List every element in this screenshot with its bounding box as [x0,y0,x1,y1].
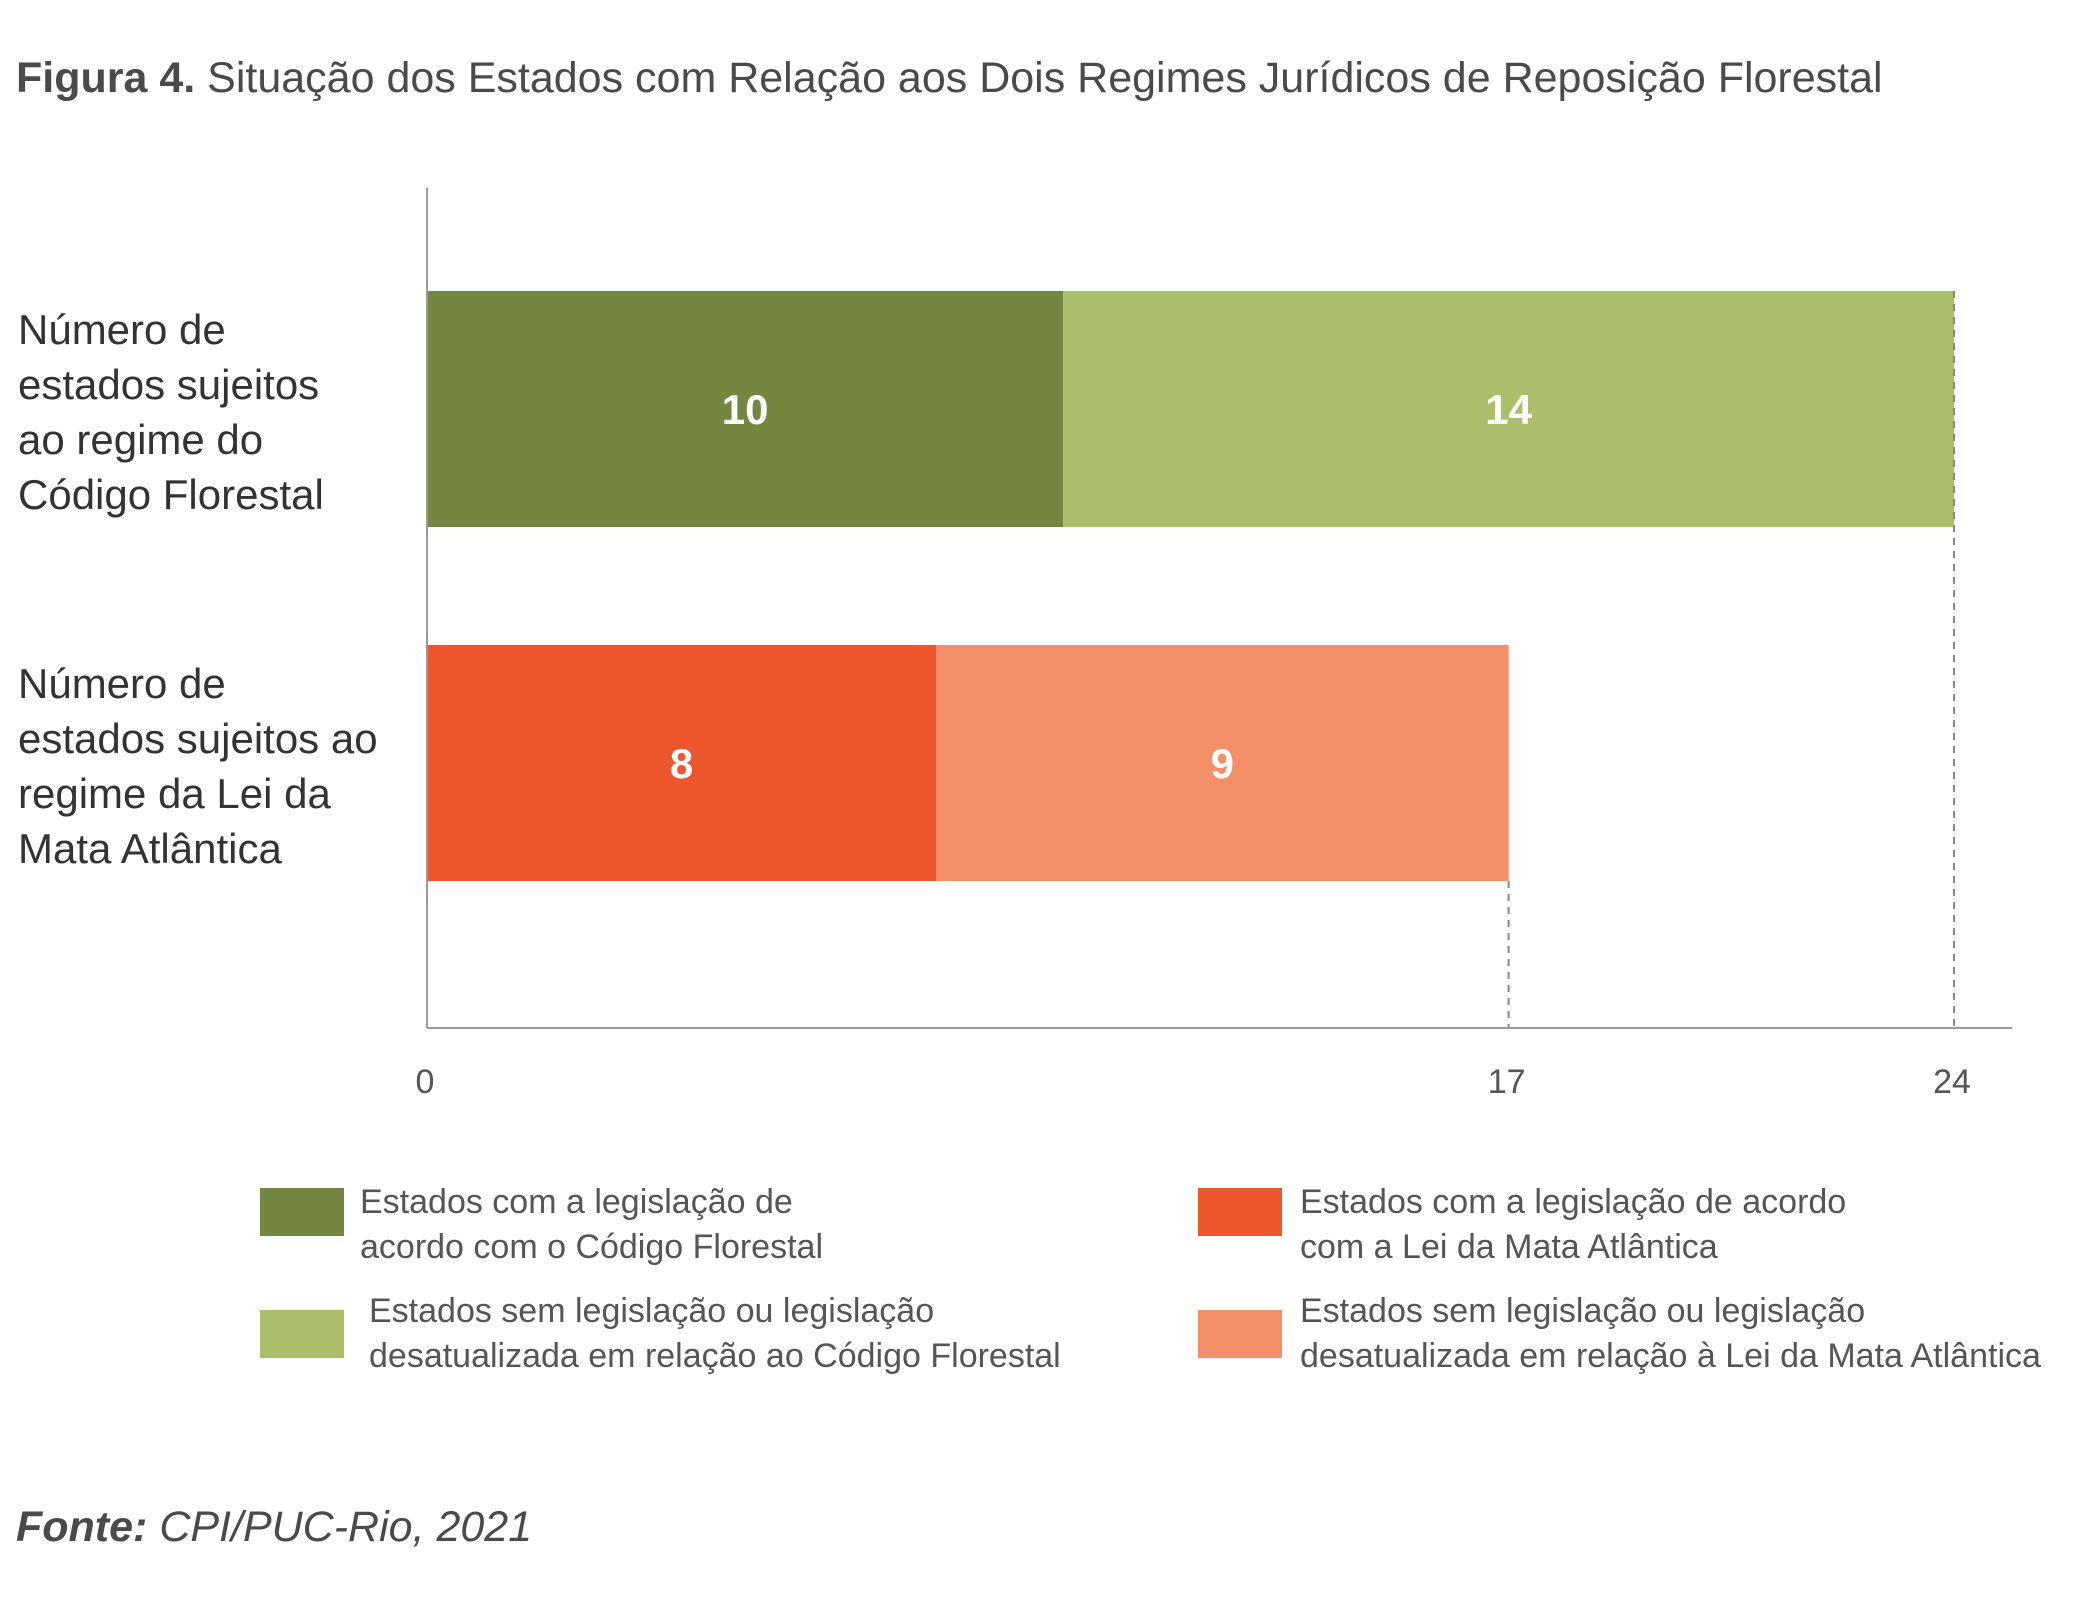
category-label-line: Número de [18,306,226,353]
legend-label-line: desatualizada em relação ao Código Flore… [369,1337,1061,1375]
source-text: CPI/PUC-Rio, 2021 [159,1503,533,1551]
legend-label: Estados sem legislação ou legislação desa… [369,1289,1061,1379]
legend-label-line: com a Lei da Mata Atlântica [1300,1228,1718,1266]
category-label-line: ao regime do [18,416,264,463]
source-prefix: Fonte: [16,1503,148,1551]
legend-label-line: Estados sem legislação ou legislação [369,1292,935,1330]
bar-segment [427,645,936,881]
legend-label-line: Estados sem legislação ou legislação [1300,1292,1866,1330]
figure-number: Figura 4. [16,54,196,102]
legend-label-line: desatualizada em relação à Lei da Mata A… [1300,1337,2041,1375]
category-label-line: estados sujeitos [18,361,320,408]
category-label-line: Mata Atlântica [18,825,282,872]
legend-swatch [1198,1188,1282,1236]
legend-label-line: Estados com a legislação de acordo [1300,1183,1847,1221]
legend-swatch [1198,1310,1282,1358]
category-label: Número de estados sujeitos ao regime do Cód… [18,302,324,522]
category-label-line: regime da Lei da [18,770,331,817]
category-label-line: Número de [18,660,226,707]
bar-value-label: 10 [722,386,769,433]
legend-swatch [260,1310,344,1358]
bar-segment [936,645,1509,881]
x-tick-label: 24 [1933,1063,1971,1101]
bar-segment [1063,291,1954,527]
legend-label-line: Estados com a legislação de [360,1183,793,1221]
chart-title: Figura 4. Situação dos Estados com Relaç… [16,54,1883,103]
bar-segment [427,291,1064,527]
category-label-line: estados sujeitos ao [18,715,378,762]
legend-label-line: acordo com o Código Florestal [360,1228,824,1266]
source-note: Fonte: CPI/PUC-Rio, 2021 [16,1503,532,1552]
legend-swatch [260,1188,344,1236]
category-label-line: Código Florestal [18,471,324,518]
bar-value-label: 14 [1485,386,1532,433]
legend-label: Estados sem legislação ou legislação desa… [1300,1289,2041,1379]
x-tick-label: 0 [415,1063,435,1101]
x-tick-label: 17 [1487,1063,1526,1101]
category-label: Número de estados sujeitos ao regime da Le… [18,656,378,876]
legend-label: Estados com a legislação de acordo com a … [1300,1180,1846,1270]
figure-title-text: Situação dos Estados com Relação aos Doi… [207,54,1883,102]
legend-label: Estados com a legislação de acordo com o … [360,1180,823,1270]
bar-value-label: 9 [1211,740,1234,787]
bar-value-label: 8 [670,740,693,787]
